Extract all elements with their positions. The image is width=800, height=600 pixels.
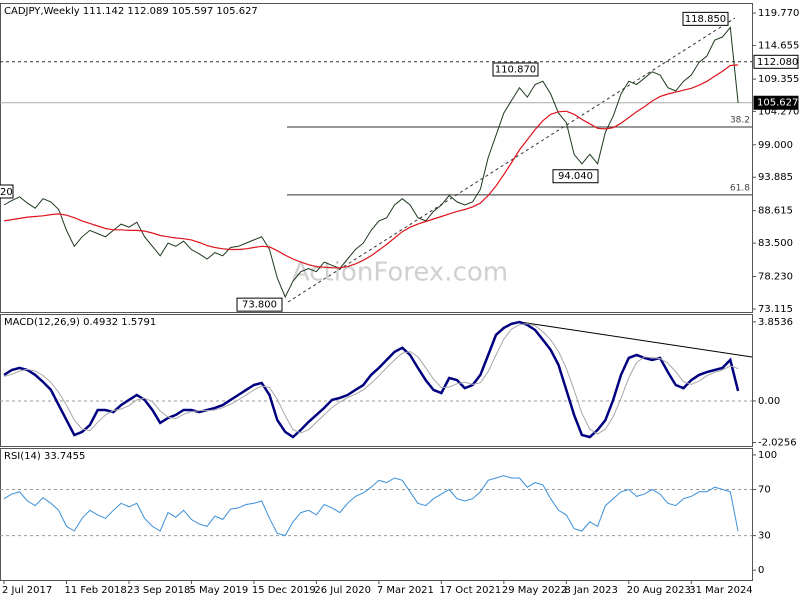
x-tick-label: 11 Feb 2018 bbox=[64, 585, 126, 596]
y-tick-label: 100 bbox=[758, 450, 777, 461]
rsi-title: RSI(14) 33.7455 bbox=[4, 451, 85, 462]
annotation: 94.040 bbox=[558, 171, 593, 182]
price-panel bbox=[0, 3, 753, 313]
x-tick-label: 23 Sep 2018 bbox=[127, 585, 190, 596]
annotation: 73.800 bbox=[242, 300, 277, 311]
annotation: 118.850 bbox=[685, 14, 726, 25]
macd-title: MACD(12,26,9) 0.4932 1.5791 bbox=[4, 317, 156, 328]
rsi-panel bbox=[0, 448, 753, 581]
y-tick-label: 104.270 bbox=[758, 106, 799, 117]
edge-label-box bbox=[0, 184, 14, 199]
x-tick-label: 26 Jul 2020 bbox=[314, 585, 371, 596]
watermark: ActionForex.com bbox=[292, 258, 508, 288]
y-tick-label: 93.885 bbox=[758, 172, 793, 183]
level-label: 105.627 bbox=[757, 98, 798, 109]
annotation: 110.870 bbox=[495, 64, 536, 75]
y-tick-label: 88.615 bbox=[758, 206, 793, 217]
trend-line bbox=[287, 17, 736, 303]
level-box bbox=[753, 95, 799, 110]
y-tick-label: 109.355 bbox=[758, 74, 799, 85]
annotation-box bbox=[492, 62, 539, 77]
series-line bbox=[3, 64, 739, 269]
level-label: 112.080 bbox=[757, 57, 798, 68]
x-tick-label: 15 Dec 2019 bbox=[252, 585, 316, 596]
edge-label: 20 bbox=[0, 187, 13, 198]
y-tick-label: -2.0256 bbox=[758, 438, 797, 449]
fib-label: 61.8 bbox=[730, 183, 750, 193]
y-tick-label: 3.8536 bbox=[758, 317, 793, 328]
y-tick-label: 30 bbox=[758, 531, 771, 542]
x-tick-label: 2 Jul 2017 bbox=[2, 585, 52, 596]
x-tick-label: 31 Mar 2024 bbox=[689, 585, 752, 596]
annotation-box bbox=[682, 11, 729, 26]
macd-panel bbox=[0, 314, 753, 447]
series-line bbox=[3, 26, 739, 299]
price-title: CADJPY,Weekly 111.142 112.089 105.597 10… bbox=[4, 6, 258, 17]
y-tick-label: 0 bbox=[758, 565, 764, 576]
annotation-box bbox=[552, 169, 599, 184]
series-line bbox=[3, 475, 739, 537]
series-line bbox=[3, 323, 739, 435]
macd-trend-line bbox=[519, 321, 753, 358]
fib-label: 38.2 bbox=[730, 116, 750, 126]
y-tick-label: 0.00 bbox=[758, 396, 780, 407]
y-tick-label: 78.230 bbox=[758, 272, 793, 283]
annotation-box bbox=[236, 297, 283, 312]
x-tick-label: 8 Jan 2023 bbox=[564, 585, 618, 596]
y-tick-label: 119.770 bbox=[758, 8, 799, 19]
series-line bbox=[3, 320, 740, 439]
x-tick-label: 7 Mar 2021 bbox=[377, 585, 434, 596]
y-tick-label: 99.000 bbox=[758, 140, 793, 151]
x-tick-label: 5 May 2019 bbox=[189, 585, 248, 596]
x-tick-label: 20 Aug 2023 bbox=[627, 585, 691, 596]
x-tick-label: 17 Oct 2021 bbox=[439, 585, 501, 596]
y-tick-label: 70 bbox=[758, 485, 771, 496]
y-tick-label: 73.115 bbox=[758, 304, 793, 315]
x-tick-label: 29 May 2022 bbox=[502, 585, 567, 596]
y-tick-label: 83.500 bbox=[758, 238, 793, 249]
y-tick-label: 114.655 bbox=[758, 40, 799, 51]
level-box bbox=[753, 54, 799, 69]
